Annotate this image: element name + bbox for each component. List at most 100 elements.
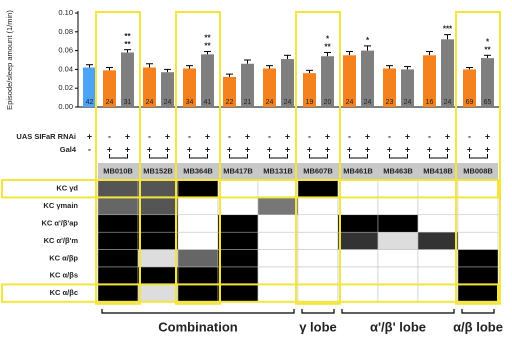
highlight-box — [1, 179, 499, 199]
heatmap-cell — [137, 266, 179, 285]
line-name: MB463B — [383, 166, 413, 175]
heatmap-cell — [417, 179, 459, 198]
heatmap-cell — [457, 231, 499, 250]
bar — [121, 52, 134, 107]
heatmap-cell — [337, 249, 379, 268]
line-name: MB607B — [303, 166, 333, 175]
group-bracket — [101, 309, 295, 314]
bar — [223, 76, 236, 107]
sign: + — [467, 144, 472, 154]
sign: + — [445, 131, 450, 141]
sign: + — [427, 144, 432, 154]
heatmap-cell — [217, 266, 259, 285]
highlight-box — [1, 283, 499, 303]
bar — [343, 55, 356, 107]
heatmap-row-label: KC α/βs — [50, 271, 78, 280]
sign: + — [445, 144, 450, 154]
bar — [183, 68, 196, 107]
significance: ** — [484, 45, 491, 54]
pair-bracket — [389, 154, 408, 159]
sign: - — [268, 131, 271, 141]
heatmap-cell — [297, 197, 339, 216]
significance: ** — [204, 42, 211, 51]
y-axis-label: Episode/sleep amount (1/min) — [5, 10, 14, 110]
n-label: 24 — [164, 99, 172, 106]
sign: - — [388, 131, 391, 141]
significance: ** — [124, 40, 131, 49]
heatmap-cell — [137, 197, 179, 216]
highlight-box — [455, 11, 501, 305]
sign: + — [87, 131, 92, 141]
heatmap-cell — [417, 197, 459, 216]
bar — [383, 68, 396, 107]
heatmap-cell — [217, 249, 259, 268]
group-bracket — [341, 309, 455, 314]
n-label: 23 — [386, 99, 394, 106]
heatmap-cell — [257, 197, 299, 216]
sign: + — [227, 144, 232, 154]
heatmap-cell — [337, 284, 379, 303]
heatmap-cell — [177, 249, 219, 268]
heatmap-cell — [137, 214, 179, 233]
bar — [281, 59, 294, 107]
group-bracket — [461, 309, 495, 314]
sign: + — [205, 144, 210, 154]
heatmap-cell — [297, 231, 339, 250]
sign: + — [347, 144, 352, 154]
highlight-box — [95, 11, 141, 305]
pair-bracket — [109, 154, 128, 159]
heatmap-cell — [297, 284, 339, 303]
sign: - — [108, 131, 111, 141]
heatmap-cell — [217, 179, 259, 198]
sign: + — [365, 131, 370, 141]
n-label: 24 — [404, 99, 412, 106]
pair-bracket — [149, 154, 168, 159]
sign: + — [245, 131, 250, 141]
sign: + — [245, 144, 250, 154]
bar — [241, 63, 254, 107]
y-tick-label: 0.00 — [58, 102, 73, 111]
group-label: γ lobe — [299, 319, 337, 334]
n-label: 24 — [444, 99, 452, 106]
heatmap-cell — [337, 179, 379, 198]
heatmap-row-label: KC α'/β'm — [44, 236, 79, 245]
sign: + — [325, 131, 330, 141]
n-label: 41 — [204, 99, 212, 106]
group-label: α/β lobe — [453, 319, 503, 334]
y-tick-label: 0.02 — [58, 83, 73, 92]
n-label: 24 — [284, 99, 292, 106]
significance: * — [366, 36, 370, 45]
heatmap-cell — [97, 284, 139, 303]
bar — [143, 67, 156, 107]
n-label: 22 — [226, 99, 234, 106]
heatmap-row-label: KC γd — [56, 184, 78, 193]
significance: ** — [124, 32, 131, 41]
sign: + — [187, 144, 192, 154]
bar — [263, 68, 276, 107]
sign: + — [485, 144, 490, 154]
y-tick-label: 0.08 — [58, 27, 73, 36]
heatmap-cell — [257, 249, 299, 268]
highlight-box — [175, 11, 221, 305]
heatmap-cell — [377, 266, 419, 285]
sign: - — [308, 131, 311, 141]
heatmap-cell — [457, 214, 499, 233]
heatmap-cell — [257, 266, 299, 285]
bar — [83, 67, 96, 107]
sign: + — [285, 131, 290, 141]
sign: - — [468, 131, 471, 141]
pair-bracket — [229, 154, 248, 159]
heatmap-cell — [137, 179, 179, 198]
sign: - — [348, 131, 351, 141]
heatmap-cell — [177, 214, 219, 233]
heatmap-cell — [177, 266, 219, 285]
n-label: 16 — [426, 99, 434, 106]
sign: + — [485, 131, 490, 141]
bar — [361, 50, 374, 107]
sign: + — [107, 144, 112, 154]
heatmap-cell — [377, 214, 419, 233]
heatmap-cell — [257, 179, 299, 198]
sign: + — [365, 144, 370, 154]
sign: + — [205, 131, 210, 141]
heatmap-cell — [97, 266, 139, 285]
